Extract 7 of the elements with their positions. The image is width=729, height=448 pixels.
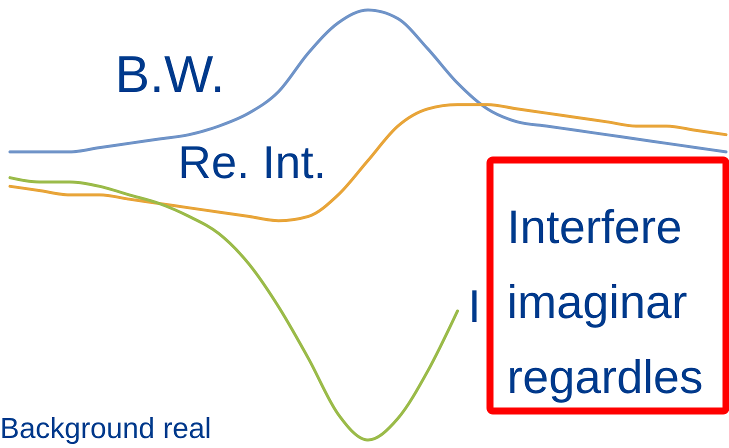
series-label: Re. Int. [178, 136, 326, 188]
series-label: B.W. [115, 46, 225, 104]
annotation: imaginar [507, 275, 688, 328]
annotation: Background real [0, 413, 212, 445]
annotation: Interfere [507, 200, 682, 253]
annotation: I [468, 280, 481, 332]
annotation: regardles [507, 350, 703, 403]
